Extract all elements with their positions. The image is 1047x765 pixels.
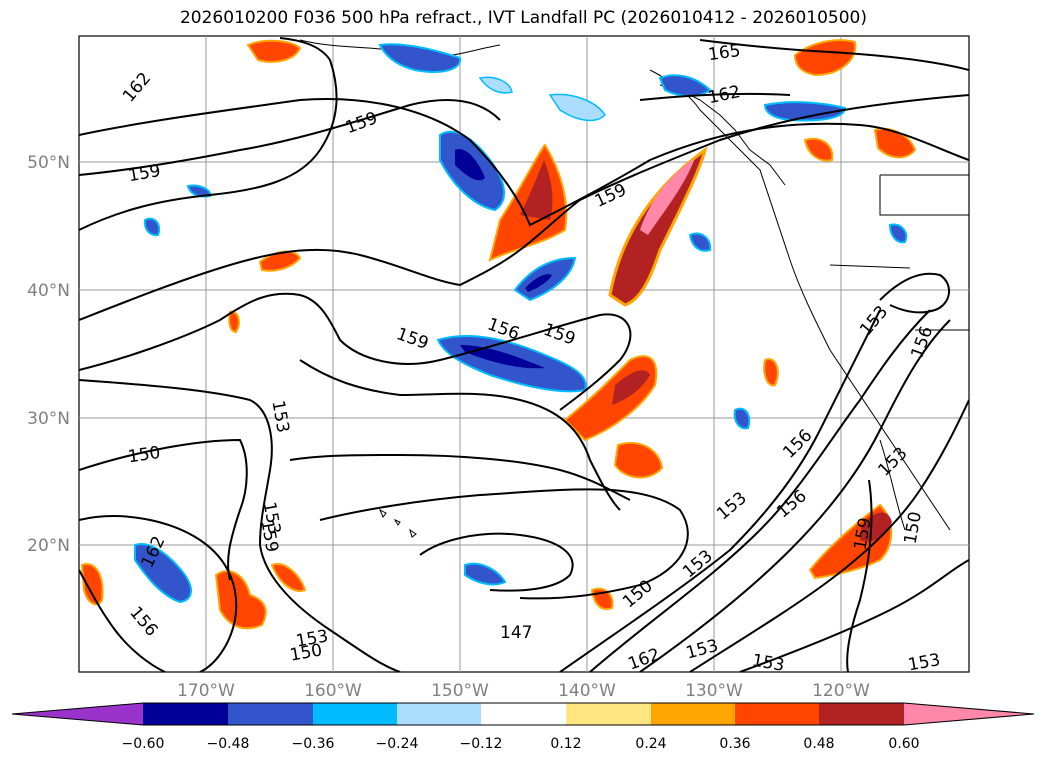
colorbar-bin	[143, 703, 228, 725]
colorbar-tick: 0.12	[550, 736, 581, 752]
colorbar-tick: −0.60	[122, 736, 165, 752]
contour-label: 153	[906, 650, 941, 675]
lat-label-40n: 40°N	[27, 281, 70, 301]
lon-label-150w: 150°W	[431, 681, 489, 701]
colorbar-tick: 0.48	[803, 736, 834, 752]
colorbar-tick: 0.36	[719, 736, 750, 752]
colorbar-min-extend	[12, 703, 143, 725]
shading-positive	[80, 39, 917, 630]
colorbar-tick: 0.24	[635, 736, 666, 752]
lat-label-30n: 30°N	[27, 409, 70, 429]
colorbar-bin	[397, 703, 481, 725]
colorbar-tick: −0.24	[376, 736, 419, 752]
lon-label-170w: 170°W	[177, 681, 235, 701]
colorbar-tick: −0.48	[207, 736, 250, 752]
colorbar-tick: −0.36	[292, 736, 335, 752]
colorbar-bin	[651, 703, 735, 725]
map-title: 2026010200 F036 500 hPa refract., IVT La…	[179, 8, 867, 28]
colorbar-max-extend	[904, 703, 1034, 725]
colorbar-bin	[481, 703, 566, 725]
lon-label-160w: 160°W	[304, 681, 362, 701]
contour-label: 165	[707, 41, 742, 65]
colorbar: −0.60 −0.48 −0.36 −0.24 −0.12 0.12 0.24 …	[11, 702, 1035, 752]
lat-label-20n: 20°N	[27, 536, 70, 556]
colorbar-tick: −0.12	[460, 736, 503, 752]
lon-label-130w: 130°W	[685, 681, 743, 701]
colorbar-bin	[819, 703, 904, 725]
contour-label: 147	[500, 623, 532, 643]
height-contours	[79, 37, 969, 672]
colorbar-bin	[566, 703, 651, 725]
contour-label: 153	[750, 651, 785, 676]
latitude-labels: 50°N 40°N 30°N 20°N	[27, 153, 70, 556]
lon-label-120w: 120°W	[812, 681, 870, 701]
contour-label: 150	[127, 443, 162, 467]
colorbar-bin	[735, 703, 819, 725]
longitude-labels: 170°W 160°W 150°W 140°W 130°W 120°W	[177, 681, 870, 701]
colorbar-bin	[313, 703, 397, 725]
colorbar-tick: 0.60	[888, 736, 919, 752]
lat-label-50n: 50°N	[27, 153, 70, 173]
lon-label-140w: 140°W	[558, 681, 616, 701]
colorbar-bin	[228, 703, 313, 725]
